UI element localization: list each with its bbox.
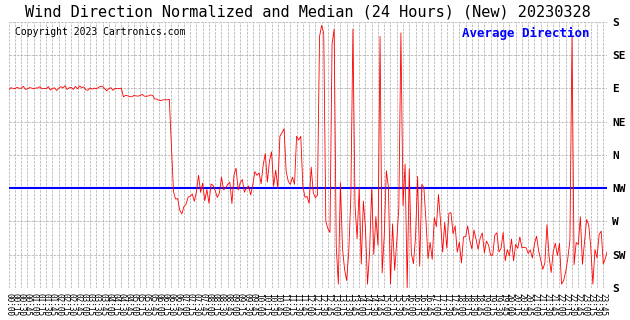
Text: Copyright 2023 Cartronics.com: Copyright 2023 Cartronics.com bbox=[14, 27, 185, 37]
Title: Wind Direction Normalized and Median (24 Hours) (New) 20230328: Wind Direction Normalized and Median (24… bbox=[25, 4, 591, 19]
Text: Average Direction: Average Direction bbox=[462, 27, 590, 40]
